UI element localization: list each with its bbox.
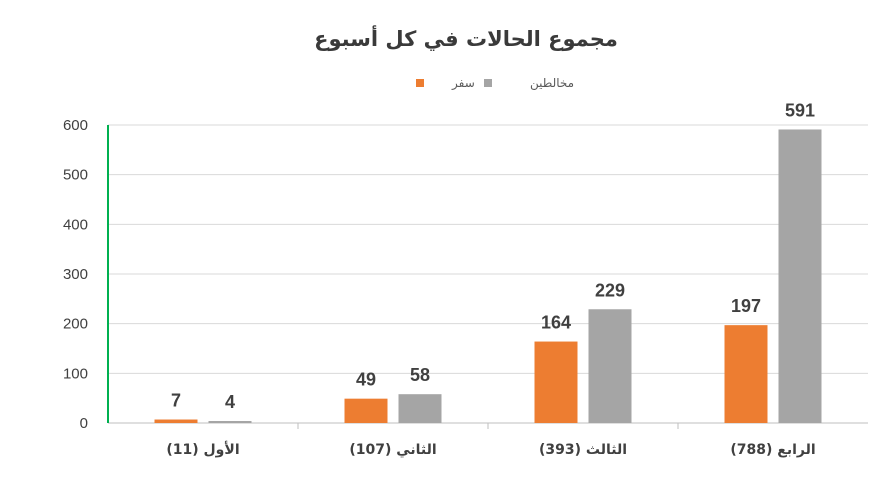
data-label: 229 bbox=[595, 280, 625, 300]
gridlines bbox=[108, 124, 868, 429]
data-label: 164 bbox=[541, 313, 571, 333]
y-axis-ticks: 0 100 200 300 400 500 600 bbox=[63, 117, 88, 432]
category-labels: الأول (11) الثاني (107) الثالث (393) الرابع… bbox=[166, 441, 815, 458]
data-label: 197 bbox=[731, 296, 761, 316]
y-tick-label: 0 bbox=[80, 415, 88, 432]
y-tick-label: 400 bbox=[63, 216, 88, 233]
bar-travel bbox=[344, 398, 388, 423]
bar-contacts bbox=[778, 129, 822, 423]
x-category-label: الرابع (788) bbox=[730, 442, 815, 458]
y-tick-label: 100 bbox=[63, 365, 88, 382]
data-labels: 7 4 49 58 164 229 197 591 bbox=[171, 100, 815, 412]
y-tick-label: 300 bbox=[63, 266, 88, 283]
bar-travel bbox=[724, 325, 768, 423]
x-category-label: الثالث (393) bbox=[539, 442, 627, 458]
legend: مخالطين سفر bbox=[416, 76, 574, 91]
bar-contacts bbox=[588, 309, 632, 423]
legend-label-travel: سفر bbox=[451, 76, 475, 91]
data-label: 58 bbox=[410, 365, 430, 385]
data-label: 49 bbox=[356, 370, 376, 390]
bar-contacts bbox=[398, 394, 442, 423]
bar-travel bbox=[154, 419, 198, 423]
y-tick-label: 500 bbox=[63, 167, 88, 184]
bar-travel bbox=[534, 341, 578, 423]
bars bbox=[154, 129, 822, 423]
y-tick-label: 600 bbox=[63, 117, 88, 134]
legend-swatch-travel bbox=[416, 79, 424, 87]
data-label: 4 bbox=[225, 392, 235, 412]
chart-title: مجموع الحالات في كل أسبوع bbox=[314, 24, 618, 51]
x-category-label: الثاني (107) bbox=[349, 442, 436, 458]
legend-swatch-contacts bbox=[484, 79, 492, 87]
data-label: 591 bbox=[785, 100, 815, 120]
bar-contacts bbox=[208, 421, 252, 423]
y-tick-label: 200 bbox=[63, 316, 88, 333]
legend-label-contacts: مخالطين bbox=[530, 76, 574, 91]
x-category-label: الأول (11) bbox=[166, 441, 239, 458]
data-label: 7 bbox=[171, 391, 181, 411]
